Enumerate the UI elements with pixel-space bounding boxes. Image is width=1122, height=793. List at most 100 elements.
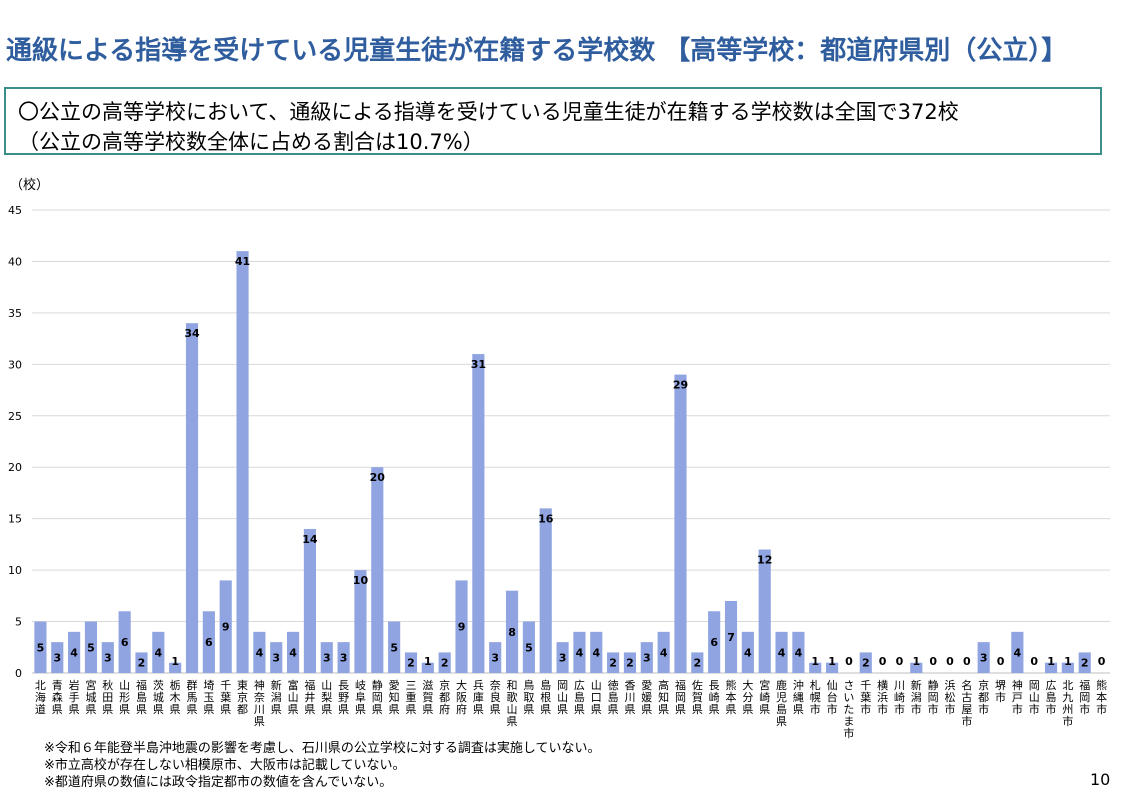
x-tick-label: 香川県 [624,679,635,716]
data-label: 3 [104,652,112,665]
page-number: 10 [1090,770,1111,789]
x-tick-label: 千葉市 [860,679,871,716]
x-tick-label: 熊本県 [726,678,737,716]
x-tick-label: 北海道 [35,679,46,716]
note-3: ※都道府県の数値には政令指定都市の数値を含んでいない。 [44,775,393,790]
bar [303,528,316,673]
bar [354,570,367,673]
bar [455,580,468,673]
y-tick-label: 5 [15,616,22,629]
summary-box: 〇公立の高等学校において、通級による指導を受けている児童生徒が在籍する学校数は全… [4,87,1102,155]
data-label: 3 [643,652,651,665]
data-label: 1 [912,655,920,668]
data-label: 6 [710,636,718,649]
note-1: ※令和６年能登半島沖地震の影響を考慮し、石川県の公立学校に対する調査は実施してい… [44,741,601,756]
data-label: 2 [626,657,634,670]
y-axis-ticks: 0 5 10 15 20 25 30 35 40 45 [8,204,22,680]
x-tick-label: 佐賀県 [692,678,703,716]
bar [51,642,64,673]
page-title: 通級による指導を受けている児童生徒が在籍する学校数 【高等学校：都道府県別（公立… [6,36,1068,66]
data-label: 5 [87,641,95,654]
bar [674,374,687,673]
x-tick-label: 高知県 [658,678,669,716]
bar [910,662,923,673]
x-tick-label: 和歌山県 [507,679,518,728]
x-tick-label: 岡山県 [557,679,568,716]
data-label: 9 [458,621,466,634]
bar [421,662,434,673]
data-label: 2 [407,657,415,670]
x-tick-label: 鳥取県 [523,678,534,716]
bar [792,631,805,673]
y-tick-label: 40 [8,255,22,268]
data-label: 4 [592,646,600,659]
bar [371,467,384,673]
bar [590,631,603,673]
data-label: 4 [256,646,264,659]
x-tick-label: 東京都 [237,679,248,716]
x-tick-label: 福島県 [136,678,147,716]
bar [505,590,519,673]
x-tick-label: 三重県 [405,679,416,716]
y-tick-label: 15 [8,513,22,526]
data-label: 4 [70,646,78,659]
x-tick-label: 埼玉県 [203,678,214,716]
x-tick-label: 川崎市 [894,679,905,716]
x-tick-label: 福岡市 [1079,678,1090,716]
x-tick-label: 静岡県 [372,678,383,716]
bar [607,652,620,673]
x-tick-label: 秋田県 [102,678,113,716]
bar [68,631,81,673]
x-tick-label: 島根県 [540,678,551,716]
y-tick-label: 25 [8,410,22,423]
data-label: 2 [862,657,870,670]
data-label: 3 [559,652,567,665]
data-label: 34 [184,327,200,340]
summary-line-2: （公立の高等学校数全体に占める割合は10.7%） [18,130,484,154]
data-label: 0 [879,655,887,668]
bar [539,508,552,673]
y-tick-label: 30 [8,358,22,371]
data-label: 1 [1047,655,1055,668]
x-tick-label: 岡山市 [1029,679,1040,716]
bar [135,652,148,673]
bar [741,631,754,673]
data-label: 1 [1064,655,1072,668]
bar [573,631,586,673]
y-tick-label: 20 [8,461,22,474]
bar [118,611,131,673]
x-tick-label: 愛媛県 [641,679,652,716]
data-label: 2 [441,657,449,670]
data-label: 29 [673,379,688,392]
bar [489,642,502,673]
bar [691,652,704,673]
data-label: 4 [744,646,752,659]
x-tick-label: 栃木県 [170,678,181,716]
x-tick-label: 岩手県 [69,678,80,716]
x-tick-label: 山口県 [591,679,602,716]
x-tick-label: 京都市 [978,678,989,716]
data-label: 31 [471,358,486,371]
data-label: 12 [757,554,772,567]
bar [1061,662,1074,673]
data-label: 3 [53,652,61,665]
data-label: 10 [353,574,369,587]
data-label: 14 [302,533,318,546]
data-label: 0 [845,655,853,668]
x-tick-label: 鹿児島県 [776,678,787,728]
data-label: 16 [538,512,554,525]
x-tick-label: 長崎県 [709,679,720,716]
x-tick-label: 広島市 [1046,679,1057,716]
data-label: 1 [424,655,432,668]
data-label: 0 [1098,655,1106,668]
data-label: 3 [491,652,499,665]
bar [472,354,485,673]
data-label: 5 [390,641,398,654]
x-tick-label: 熊本市 [1096,678,1107,716]
y-tick-label: 10 [8,564,22,577]
bar [758,549,771,673]
data-label: 5 [37,641,45,654]
bar [640,642,653,673]
